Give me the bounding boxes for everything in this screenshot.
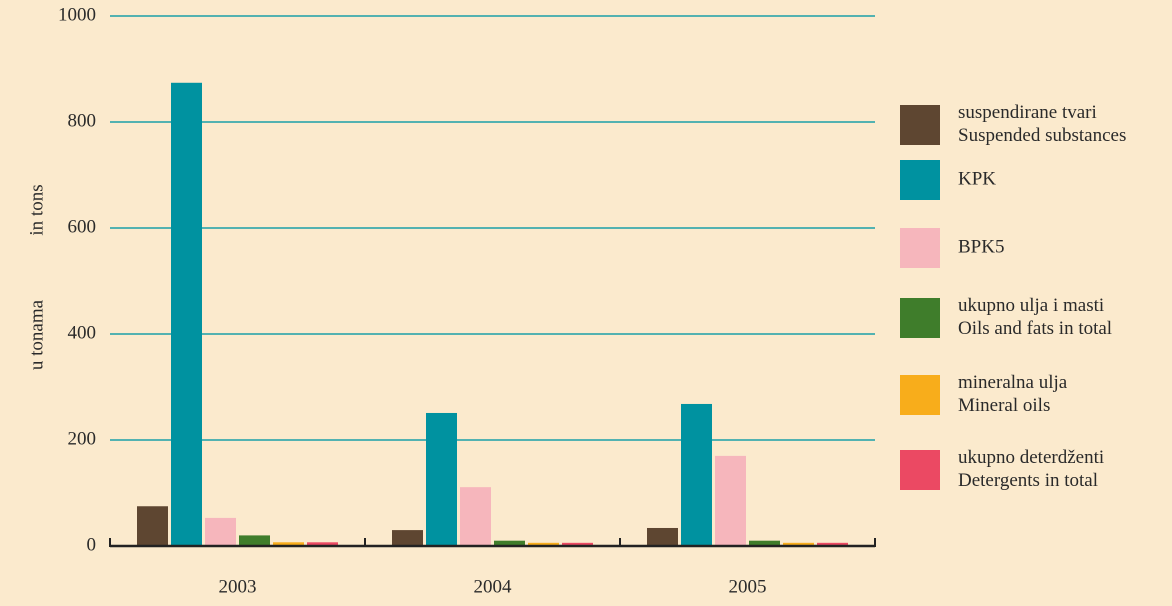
bar <box>749 540 780 546</box>
bar <box>528 542 559 546</box>
bar <box>171 82 202 546</box>
bar <box>647 527 678 546</box>
y-tick-label: 1000 <box>58 4 96 25</box>
bar <box>307 542 338 546</box>
legend-label: BPK5 <box>958 236 1004 257</box>
y-axis-label: u tonama <box>26 299 47 370</box>
legend-swatch <box>900 298 940 338</box>
bar <box>494 540 525 546</box>
legend-label: ukupno ulja i masti <box>958 295 1104 316</box>
y-tick-label: 200 <box>68 428 97 449</box>
y-tick-label: 0 <box>87 534 97 555</box>
x-tick-label: 2005 <box>729 576 767 597</box>
x-tick-label: 2003 <box>219 576 257 597</box>
legend-label: ukupno deterdženti <box>958 447 1104 468</box>
bar <box>681 403 712 546</box>
legend-swatch <box>900 450 940 490</box>
bar <box>426 412 457 546</box>
y-tick-label: 600 <box>68 216 97 237</box>
legend-label: suspendirane tvari <box>958 102 1097 123</box>
legend-label: Oils and fats in total <box>958 318 1112 339</box>
bar <box>205 517 236 546</box>
bar <box>460 487 491 546</box>
bar <box>715 455 746 546</box>
bar <box>239 535 270 546</box>
legend-label: KPK <box>958 168 996 189</box>
legend-swatch <box>900 105 940 145</box>
bar <box>137 506 168 546</box>
legend-swatch <box>900 375 940 415</box>
y-tick-label: 400 <box>68 322 97 343</box>
y-axis-label: in tons <box>26 184 47 235</box>
bar <box>273 542 304 546</box>
legend-swatch <box>900 160 940 200</box>
legend-label: Mineral oils <box>958 395 1050 416</box>
legend-swatch <box>900 228 940 268</box>
bar <box>817 542 848 546</box>
bar <box>562 542 593 546</box>
x-tick-label: 2004 <box>474 576 513 597</box>
legend-label: Suspended substances <box>958 125 1126 146</box>
y-tick-label: 800 <box>68 110 97 131</box>
legend-label: mineralna ulja <box>958 372 1068 393</box>
legend-label: Detergents in total <box>958 470 1098 491</box>
bar <box>783 542 814 546</box>
bar <box>392 530 423 546</box>
